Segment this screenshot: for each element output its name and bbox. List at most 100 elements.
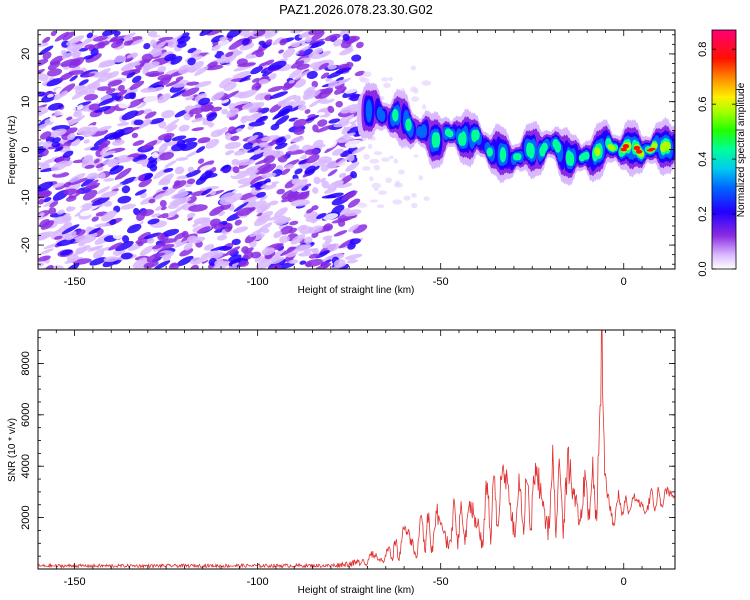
noise-blob [194, 81, 212, 88]
noise-blob [38, 45, 54, 56]
noise-blob [392, 199, 402, 205]
noise-blob [267, 60, 287, 71]
noise-blob [65, 231, 78, 241]
noise-blob [200, 50, 217, 63]
noise-blob [157, 74, 173, 81]
noise-blob [250, 180, 267, 188]
noise-blob [196, 146, 206, 153]
snr-background [38, 330, 675, 569]
noise-blob [306, 154, 320, 164]
noise-blob [62, 150, 74, 158]
y-tick-label: 2000 [20, 505, 32, 529]
noise-blob [332, 139, 351, 144]
noise-blob [118, 84, 125, 92]
x-tick-label: -50 [433, 576, 449, 588]
noise-blob [263, 155, 275, 164]
noise-blob [411, 202, 418, 209]
noise-blob [261, 247, 275, 256]
noise-blob [337, 182, 353, 189]
noise-blob [197, 158, 205, 164]
noise-blob [126, 98, 143, 109]
noise-blob [335, 67, 352, 74]
noise-blob [333, 156, 350, 167]
noise-blob [231, 238, 241, 246]
noise-blob [84, 164, 95, 169]
y-tick-label: 4000 [20, 454, 32, 478]
noise-blob [304, 236, 313, 245]
noise-blob [333, 122, 349, 128]
noise-blob [155, 205, 164, 211]
noise-blob [165, 80, 180, 87]
noise-blob [88, 246, 102, 251]
noise-blob [280, 168, 291, 176]
noise-blob [88, 227, 101, 235]
noise-blob [73, 104, 91, 114]
noise-blob [101, 146, 110, 152]
noise-blob [249, 151, 266, 162]
signal-blob [447, 130, 454, 138]
noise-blob [146, 237, 155, 244]
noise-blob [334, 86, 347, 95]
noise-blob [60, 58, 79, 67]
noise-blob [234, 219, 242, 226]
noise-blob [116, 89, 127, 97]
noise-blob [247, 134, 259, 142]
noise-blob [233, 201, 249, 212]
noise-blob [363, 153, 370, 160]
noise-blob [219, 196, 237, 206]
noise-blob [226, 107, 240, 118]
noise-blob [247, 169, 259, 176]
snr-series-line [38, 330, 675, 569]
noise-blob [77, 236, 97, 245]
noise-blob [117, 122, 130, 127]
noise-blob [188, 204, 208, 212]
noise-blob [121, 185, 131, 194]
signal-blob [567, 152, 575, 167]
noise-blob [54, 166, 71, 175]
noise-blob [39, 91, 58, 97]
noise-blob [65, 195, 77, 202]
colorbar: 0.0 0.2 0.4 0.6 0.8 Normalized spectral ampl… [697, 29, 747, 277]
noise-blob [66, 206, 76, 212]
noise-blob [123, 92, 136, 100]
noise-blob [55, 184, 67, 190]
noise-blob [258, 62, 268, 67]
noise-blob [187, 57, 196, 66]
noise-blob [162, 186, 178, 197]
noise-blob [242, 195, 261, 204]
noise-blob [308, 30, 325, 35]
noise-blob [232, 71, 252, 80]
noise-blob [172, 198, 192, 207]
noise-blob [211, 91, 225, 101]
noise-blob [162, 186, 169, 191]
noise-blob [304, 109, 311, 114]
y-tick-label: -20 [20, 237, 32, 253]
noise-blob [79, 202, 93, 212]
noise-blob [411, 193, 417, 198]
noise-blob [72, 111, 83, 118]
noise-blob [302, 90, 321, 101]
noise-blob [99, 150, 107, 156]
noise-blob [174, 239, 190, 248]
noise-blob [358, 76, 366, 81]
noise-blob [186, 212, 196, 219]
signal-blob [651, 142, 658, 149]
noise-blob [49, 201, 59, 208]
noise-blob [186, 81, 200, 86]
noise-blob [154, 193, 165, 200]
noise-blob [49, 115, 57, 122]
noise-blob [349, 93, 361, 102]
noise-blob [158, 120, 167, 129]
noise-blob [184, 95, 194, 101]
noise-blob [294, 70, 311, 81]
noise-blob [291, 178, 308, 192]
noise-blob [97, 86, 112, 91]
noise-blob [342, 33, 350, 42]
noise-blob [40, 190, 52, 198]
noise-blob [337, 263, 349, 269]
noise-blob [356, 41, 364, 49]
noise-blob [235, 159, 255, 166]
noise-blob [133, 119, 144, 126]
noise-blob [282, 48, 295, 59]
noise-blob [46, 77, 64, 87]
